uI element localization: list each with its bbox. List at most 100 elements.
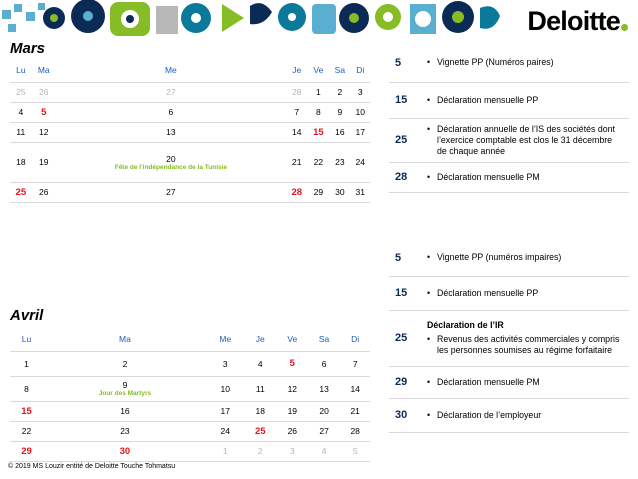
day-number: 23 <box>120 426 130 436</box>
day-number: 3 <box>222 358 228 369</box>
day-number: 31 <box>355 187 365 197</box>
day-cell: 26 <box>276 421 308 442</box>
day-cell: 30 <box>43 441 207 462</box>
day-cell: 29 <box>307 182 330 203</box>
day-number: 18 <box>16 157 26 167</box>
deadline-item-text: Déclaration de l’employeur <box>437 409 542 420</box>
day-number: 27 <box>166 187 176 197</box>
day-cell: 1 <box>206 441 244 462</box>
weekday-label: Ve <box>307 58 330 83</box>
day-cell: 5 <box>276 351 308 377</box>
day-cell: 18 <box>243 401 277 422</box>
calendar-avril: Lu Ma Me Je Ve Sa Di 1 2 3 4 5 6 7 8 9 Jour des Martyrs 1… <box>10 327 370 462</box>
deadline-description: • Déclaration mensuelle PM <box>427 366 629 399</box>
deadline-description: • Vignette PP (numéros impaires) <box>427 240 629 277</box>
week-row: 25 26 27 28 29 30 31 <box>10 182 370 203</box>
day-number: 26 <box>39 87 49 97</box>
day-cell: 2 <box>43 351 207 377</box>
day-cell: 3 <box>206 351 244 377</box>
week-row: 15 16 17 18 19 20 21 <box>10 401 370 422</box>
day-number: 9 <box>122 380 128 390</box>
day-number: 4 <box>18 107 24 117</box>
day-cell: 4 <box>10 102 32 123</box>
deadline-row: 15 • Déclaration mensuelle PP <box>389 276 629 311</box>
day-number: 25 <box>15 186 27 198</box>
day-cell: 11 <box>10 122 32 143</box>
day-cell: 20 <box>307 401 341 422</box>
day-number: 13 <box>319 383 329 394</box>
deadlines-avril: 5 • Vignette PP (numéros impaires) 15 • Décla… <box>389 240 629 433</box>
holiday-label: Fête de l'indépendance de la Tunisie <box>114 163 228 171</box>
day-cell: 10 <box>350 102 370 123</box>
day-number: 11 <box>16 127 26 137</box>
deadline-row: 25 Déclaration de l’IR • Revenus des activi… <box>389 310 629 367</box>
day-cell: 27 <box>55 182 286 203</box>
month-title-avril: Avril <box>10 307 44 324</box>
day-cell: 15 <box>10 401 44 422</box>
deadline-row: 29 • Déclaration mensuelle PM <box>389 366 629 399</box>
day-number: 28 <box>292 87 302 97</box>
day-number: 1 <box>222 446 228 456</box>
day-number: 16 <box>120 406 130 416</box>
day-number: 8 <box>24 383 29 394</box>
bullet-icon: • <box>427 334 431 344</box>
day-number: 2 <box>257 446 263 456</box>
deadline-day: 28 <box>389 162 427 193</box>
day-cell: 19 <box>276 401 308 422</box>
day-number: 8 <box>316 107 321 117</box>
deadline-item: • Déclaration mensuelle PM <box>427 172 623 183</box>
day-number: 19 <box>39 157 49 167</box>
day-cell: 4 <box>243 351 277 377</box>
day-number: 25 <box>254 425 266 437</box>
day-cell: 28 <box>285 82 308 103</box>
deadline-item: • Vignette PP (Numéros paires) <box>427 57 623 68</box>
deadline-row: 25 • Déclaration annuelle de l’IS des soci… <box>389 118 629 163</box>
day-cell: 24 <box>206 421 244 442</box>
day-number: 4 <box>321 446 327 456</box>
day-cell: 7 <box>340 351 370 377</box>
day-number: 22 <box>21 426 32 436</box>
deadline-item: • Vignette PP (numéros impaires) <box>427 252 623 263</box>
weekday-label: Sa <box>329 58 351 83</box>
day-number: 20 <box>166 153 176 164</box>
deadline-day: 15 <box>389 276 427 311</box>
day-cell: 5 <box>31 102 56 123</box>
day-cell: 25 <box>10 82 32 103</box>
day-number: 9 <box>337 107 343 117</box>
weekday-label: Me <box>55 58 286 83</box>
deloitte-logo: Deloitte <box>527 6 628 36</box>
day-number: 29 <box>21 445 32 457</box>
day-number: 5 <box>289 358 295 369</box>
day-cell: 28 <box>340 421 370 442</box>
day-cell: 17 <box>350 122 370 143</box>
day-number: 16 <box>335 127 345 137</box>
day-cell: 14 <box>340 376 370 402</box>
day-number: 3 <box>357 87 363 97</box>
day-number: 15 <box>313 126 324 138</box>
deadline-item-text: Déclaration mensuelle PM <box>437 171 540 182</box>
day-cell: 13 <box>307 376 341 402</box>
deadline-day: 25 <box>389 310 427 367</box>
day-number: 20 <box>319 406 329 416</box>
bullet-icon: • <box>427 252 431 263</box>
day-cell: 11 <box>243 376 277 402</box>
week-row: 18 19 20 Fête de l'indépendance de la Tunis… <box>10 142 370 183</box>
day-number: 18 <box>255 406 265 416</box>
deadline-item-text: Déclaration mensuelle PP <box>437 94 539 105</box>
day-cell: 17 <box>206 401 244 422</box>
deadline-description: • Déclaration mensuelle PP <box>427 276 629 311</box>
weekday-label: Je <box>285 58 308 83</box>
weekday-label: Ma <box>43 327 207 352</box>
day-number: 7 <box>352 358 358 369</box>
day-cell: 6 <box>307 351 341 377</box>
day-number: 29 <box>313 187 324 197</box>
week-row: 25 26 27 28 1 2 3 <box>10 82 370 103</box>
day-cell: 27 <box>307 421 341 442</box>
day-number: 14 <box>350 383 360 394</box>
day-number: 1 <box>24 358 29 369</box>
day-cell: 15 <box>307 122 330 143</box>
day-cell: 24 <box>350 142 370 183</box>
floral-banner <box>0 0 510 38</box>
day-number: 28 <box>291 186 303 198</box>
day-number: 2 <box>122 358 128 369</box>
